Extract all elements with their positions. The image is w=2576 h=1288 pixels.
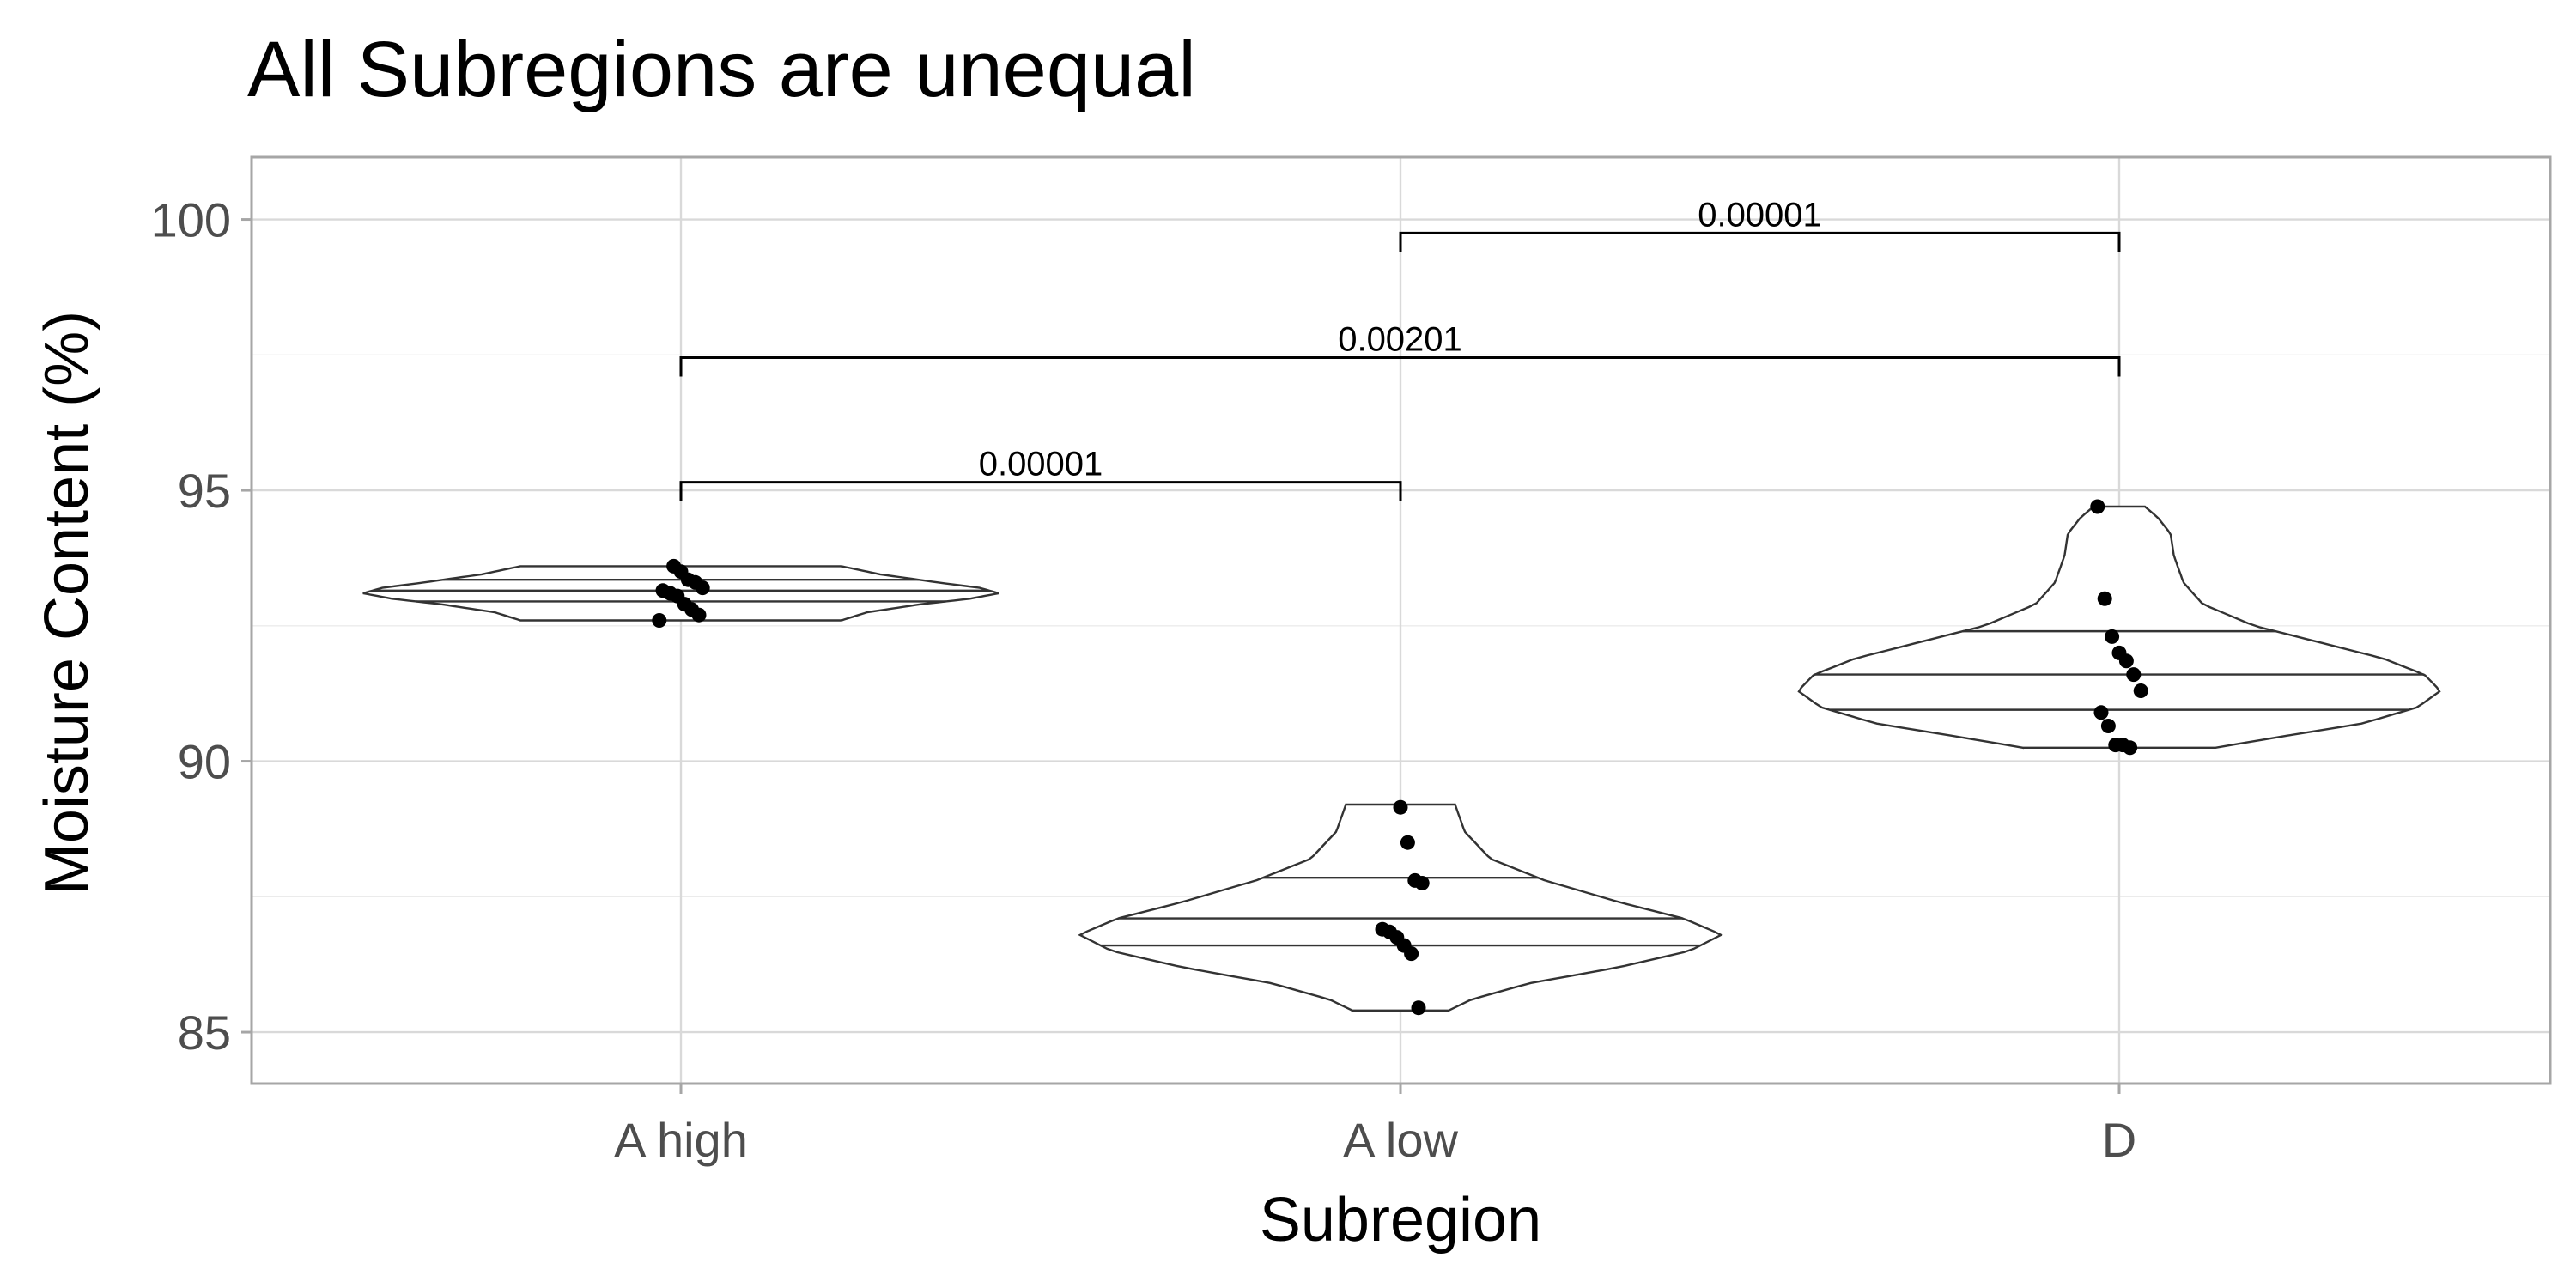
- x-axis-title: Subregion: [1260, 1186, 1541, 1255]
- data-point: [666, 558, 682, 574]
- data-point: [655, 583, 671, 598]
- data-point: [1407, 872, 1423, 888]
- data-point: [1375, 921, 1390, 937]
- x-tick-label: A low: [1343, 1113, 1458, 1167]
- y-axis-title: Moisture Content (%): [33, 311, 101, 895]
- data-point: [2133, 683, 2148, 698]
- data-point: [2100, 719, 2116, 733]
- axis-ticks: 85 90 95 100 A high A low D: [151, 193, 2137, 1167]
- data-point: [2093, 705, 2109, 720]
- data-point: [2111, 645, 2127, 660]
- x-tick-label: A high: [614, 1113, 748, 1167]
- data-point: [2105, 629, 2120, 644]
- data-point: [2126, 667, 2142, 683]
- significance-brackets: 0.00001 0.00201 0.00001: [679, 196, 2121, 501]
- chart-title: All Subregions are unequal: [247, 26, 1196, 113]
- data-point: [1393, 799, 1408, 815]
- data-point: [2097, 591, 2112, 606]
- significance-bracket: [1399, 231, 2121, 252]
- violin-d: [1797, 505, 2441, 750]
- data-point: [2108, 738, 2123, 753]
- x-tick-label: D: [2102, 1113, 2136, 1167]
- data-point: [1411, 1000, 1426, 1016]
- y-tick-label: 100: [151, 193, 231, 247]
- data-points: [652, 499, 2148, 1016]
- p-value-label: 0.00001: [979, 446, 1103, 483]
- data-point: [652, 613, 667, 628]
- violin-a-low: [1078, 803, 1723, 1012]
- violins: [362, 505, 2441, 1012]
- y-tick-label: 90: [178, 735, 231, 789]
- y-tick-label: 85: [178, 1005, 231, 1060]
- data-point: [2090, 499, 2105, 514]
- significance-bracket: [679, 355, 2121, 377]
- p-value-label: 0.00201: [1338, 320, 1462, 358]
- p-value-label: 0.00001: [1698, 196, 1822, 234]
- significance-bracket: [679, 481, 1402, 501]
- data-point: [1400, 835, 1415, 850]
- y-tick-label: 95: [178, 464, 231, 518]
